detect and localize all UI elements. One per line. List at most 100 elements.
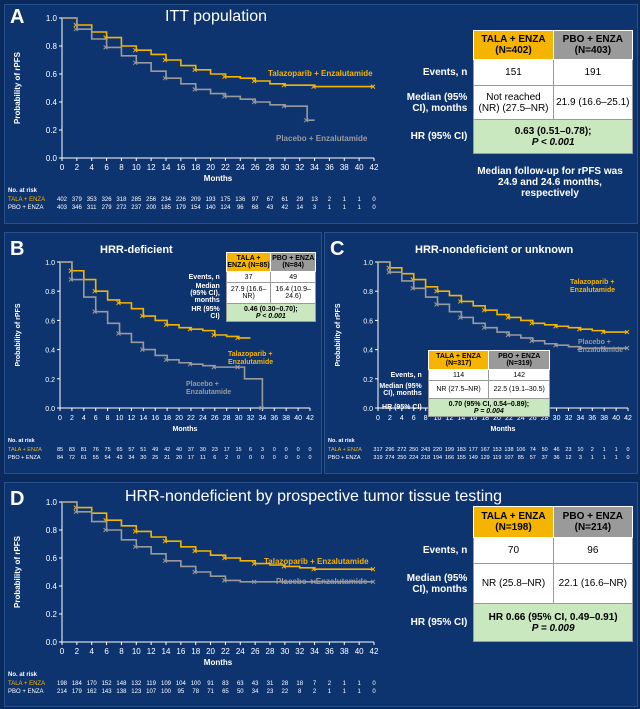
- risk-value-pbo: 279: [102, 205, 113, 211]
- series-label-line: Placebo + Enzalutamide: [276, 577, 368, 586]
- x-tick-label: 34: [310, 163, 319, 172]
- table-a-median-pbo: 21.9 (16.6–25.1): [552, 85, 634, 120]
- table-a-hr-label: HR (95% CI): [410, 131, 468, 142]
- censor-mark-pbo: [259, 405, 264, 411]
- risk-value-pbo: 17: [188, 455, 194, 461]
- risk-value-pbo: 37: [542, 455, 548, 461]
- panel-d-title: HRR-nondeficient by prospective tumor ti…: [125, 488, 503, 505]
- censor-mark-tala: [116, 300, 121, 306]
- x-tick-label: 10: [132, 647, 141, 656]
- censor-mark-pbo: [187, 361, 193, 367]
- panel-b-label: B: [10, 238, 25, 260]
- series-label-pbo: Placebo + Enzalutamide: [578, 339, 623, 354]
- y-tick-label: 0.0: [46, 638, 58, 647]
- risk-value-pbo: 194: [433, 455, 442, 461]
- y-tick-label: 0.4: [46, 98, 58, 107]
- x-tick-label: 42: [370, 163, 379, 172]
- x-tick-label: 24: [236, 647, 245, 656]
- risk-value-tala: 119: [146, 681, 156, 687]
- y-tick-label: 0.4: [45, 348, 55, 355]
- risk-value-tala: 153: [492, 447, 501, 453]
- x-tick-label: 4: [400, 415, 404, 422]
- y-tick-label: 1.0: [45, 260, 55, 267]
- risk-row-label-tala: TALA + ENZA: [328, 447, 362, 453]
- x-tick-label: 14: [457, 415, 465, 422]
- table-d-hr-label: HR (95% CI): [410, 617, 468, 628]
- x-tick-label: 22: [221, 647, 230, 656]
- x-tick-label: 26: [251, 647, 260, 656]
- risk-value-tala: 132: [131, 681, 142, 687]
- risk-value-pbo: 22: [282, 689, 289, 695]
- table-a-tala-header: TALA + ENZA (N=402): [473, 30, 554, 60]
- risk-value-tala: 104: [176, 681, 187, 687]
- risk-value-pbo: 36: [554, 455, 560, 461]
- risk-value-pbo: 162: [87, 689, 98, 695]
- censor-mark-pbo: [139, 347, 145, 352]
- y-axis-title: Probability of rPFS: [13, 51, 22, 124]
- risk-value-pbo: 8: [298, 689, 302, 695]
- risk-value-pbo: 95: [178, 689, 185, 695]
- risk-value-pbo: 21: [164, 455, 170, 461]
- x-tick-label: 38: [340, 163, 349, 172]
- risk-value-tala: 318: [116, 197, 127, 203]
- y-tick-label: 0.0: [45, 406, 55, 413]
- table-c-hr-label: HR (95% CI): [382, 404, 422, 411]
- x-tick-label: 4: [89, 163, 94, 172]
- risk-value-tala: 1: [357, 681, 361, 687]
- y-axis-title: Probability of rPFS: [13, 535, 22, 608]
- censor-mark-tala: [235, 335, 240, 341]
- risk-value-pbo: 237: [131, 205, 142, 211]
- risk-value-pbo: 179: [176, 205, 187, 211]
- table-d-median-tala: NR (25.8–NR): [473, 563, 554, 604]
- x-tick-label: 16: [176, 163, 185, 172]
- table-b-hr-line2: P < 0.001: [255, 312, 286, 320]
- x-tick-label: 14: [162, 163, 171, 172]
- x-tick-label: 16: [469, 415, 477, 422]
- risk-value-pbo: 319: [373, 455, 382, 461]
- censor-mark-pbo: [103, 527, 108, 533]
- risk-value-tala: 6: [249, 447, 252, 453]
- risk-value-tala: 326: [102, 197, 113, 203]
- risk-row-label-tala: TALA + ENZA: [8, 197, 45, 203]
- x-tick-label: 0: [60, 163, 65, 172]
- risk-value-pbo: 107: [146, 689, 157, 695]
- risk-value-tala: 40: [176, 447, 182, 453]
- risk-value-pbo: 143: [102, 689, 113, 695]
- censor-mark-pbo: [386, 269, 392, 275]
- x-tick-label: 0: [60, 647, 65, 656]
- censor-mark-pbo: [553, 342, 558, 348]
- risk-value-pbo: 12: [565, 455, 571, 461]
- risk-value-tala: 152: [102, 681, 113, 687]
- y-axis-title: Probability of rPFS: [335, 303, 342, 366]
- censor-mark-tala: [139, 313, 145, 319]
- risk-value-tala: 167: [481, 447, 490, 453]
- censor-mark-pbo: [73, 26, 79, 32]
- table-a: TALA + ENZA (N=402) PBO + ENZA (N=403) E…: [395, 30, 634, 154]
- x-tick-label: 42: [306, 415, 314, 422]
- risk-value-pbo: 185: [161, 205, 172, 211]
- risk-row-label-tala: TALA + ENZA: [8, 681, 45, 687]
- table-b-hr-value: 0.46 (0.30–0.70); P < 0.001: [225, 303, 317, 322]
- x-tick-label: 42: [624, 415, 632, 422]
- risk-value-tala: 234: [161, 197, 172, 203]
- risk-value-tala: 1: [615, 447, 618, 453]
- censor-mark-pbo: [251, 579, 257, 585]
- x-tick-label: 40: [355, 163, 364, 172]
- risk-value-pbo: 2: [225, 455, 228, 461]
- risk-value-tala: 183: [457, 447, 466, 453]
- censor-mark-tala: [553, 323, 558, 329]
- panel-a-label: A: [10, 6, 25, 28]
- y-tick-label: 0.6: [45, 318, 55, 325]
- risk-value-pbo: 214: [57, 689, 68, 695]
- x-tick-label: 14: [139, 415, 147, 422]
- censor-mark-pbo: [410, 285, 416, 291]
- x-tick-label: 34: [576, 415, 584, 422]
- censor-mark-pbo: [434, 301, 439, 307]
- risk-value-tala: 136: [235, 197, 246, 203]
- risk-value-tala: 106: [516, 447, 525, 453]
- risk-value-tala: 61: [282, 197, 289, 203]
- x-tick-label: 12: [128, 415, 136, 422]
- censor-mark-tala: [162, 57, 168, 63]
- risk-value-tala: 250: [409, 447, 418, 453]
- risk-value-pbo: 0: [372, 689, 376, 695]
